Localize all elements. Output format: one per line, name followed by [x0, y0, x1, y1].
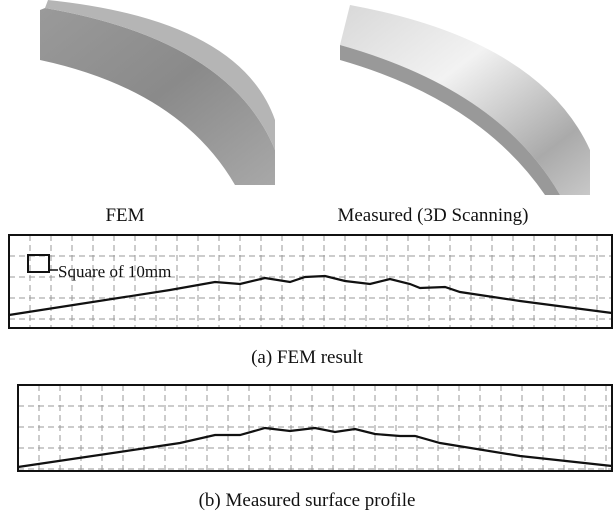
image-caption: Measured (3D Scanning) [337, 205, 528, 226]
image-caption: FEM [105, 205, 144, 226]
panel-caption: (b) Measured surface profile [199, 490, 416, 511]
annotation: Square of 10mm [58, 262, 171, 281]
panel-frame [9, 235, 612, 328]
figure: FEM Measured (3D Scanning) Square of 10m… [0, 0, 614, 522]
grid [9, 235, 612, 328]
fem-image [40, 0, 275, 185]
measured-image [340, 5, 590, 195]
profile-curve [9, 276, 612, 315]
scale-square [28, 255, 49, 272]
panel-caption: (a) FEM result [251, 347, 364, 368]
